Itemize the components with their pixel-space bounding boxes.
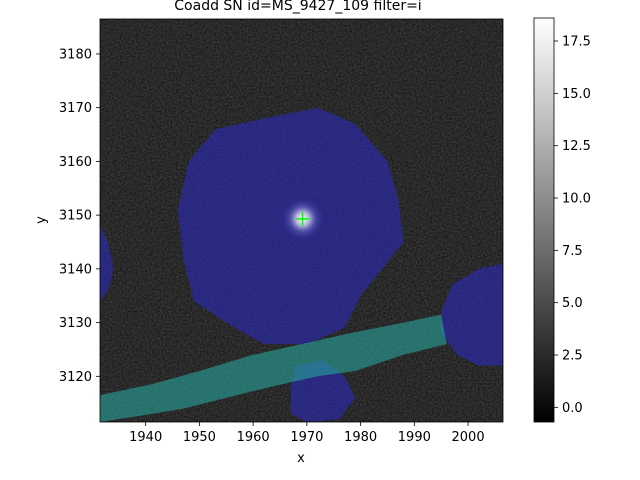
y-axis-label: y xyxy=(34,216,49,224)
colorbar: 0.0 2.5 5.0 7.5 10.0 12.5 15.0 17.5 xyxy=(533,17,591,423)
y-tick-label: 3160 xyxy=(59,155,92,170)
mask-blob xyxy=(100,225,114,302)
x-axis-label: x xyxy=(297,451,305,466)
y-tick-label: 3120 xyxy=(59,370,92,385)
x-tick-label: 2000 xyxy=(452,430,485,445)
colorbar-tick-label: 17.5 xyxy=(562,35,591,50)
y-tick-label: 3150 xyxy=(59,209,92,224)
colorbar-tick-label: 0.0 xyxy=(562,401,583,416)
x-axis: 1940 1950 1960 1970 1980 1990 2000 xyxy=(129,422,485,445)
sn-position-marker xyxy=(295,211,310,226)
y-tick-label: 3170 xyxy=(59,101,92,116)
mask-blob xyxy=(441,263,503,366)
colorbar-axis: 0.0 2.5 5.0 7.5 10.0 12.5 15.0 17.5 xyxy=(554,35,591,416)
y-tick-label: 3180 xyxy=(59,47,92,62)
chart-title: Coadd SN id=MS_9427_109 filter=i xyxy=(174,0,421,14)
y-tick-label: 3130 xyxy=(59,316,92,331)
colorbar-tick-label: 7.5 xyxy=(562,244,583,259)
x-tick-label: 1960 xyxy=(237,430,270,445)
x-tick-label: 1970 xyxy=(290,430,323,445)
x-tick-label: 1950 xyxy=(183,430,216,445)
colorbar-tick-label: 10.0 xyxy=(562,192,591,207)
colorbar-tick-label: 2.5 xyxy=(562,349,583,364)
x-tick-label: 1980 xyxy=(344,430,377,445)
mask-band xyxy=(100,314,447,422)
image-panel xyxy=(100,19,503,422)
colorbar-tick-label: 12.5 xyxy=(562,139,591,154)
colorbar-gradient xyxy=(533,17,555,423)
x-tick-label: 1990 xyxy=(398,430,431,445)
y-axis: 3120 3130 3140 3150 3160 3170 3180 xyxy=(59,47,100,385)
colorbar-tick-label: 15.0 xyxy=(562,87,591,102)
x-tick-label: 1940 xyxy=(129,430,162,445)
colorbar-tick-label: 5.0 xyxy=(562,296,583,311)
y-tick-label: 3140 xyxy=(59,262,92,277)
plot-frame xyxy=(99,18,504,423)
